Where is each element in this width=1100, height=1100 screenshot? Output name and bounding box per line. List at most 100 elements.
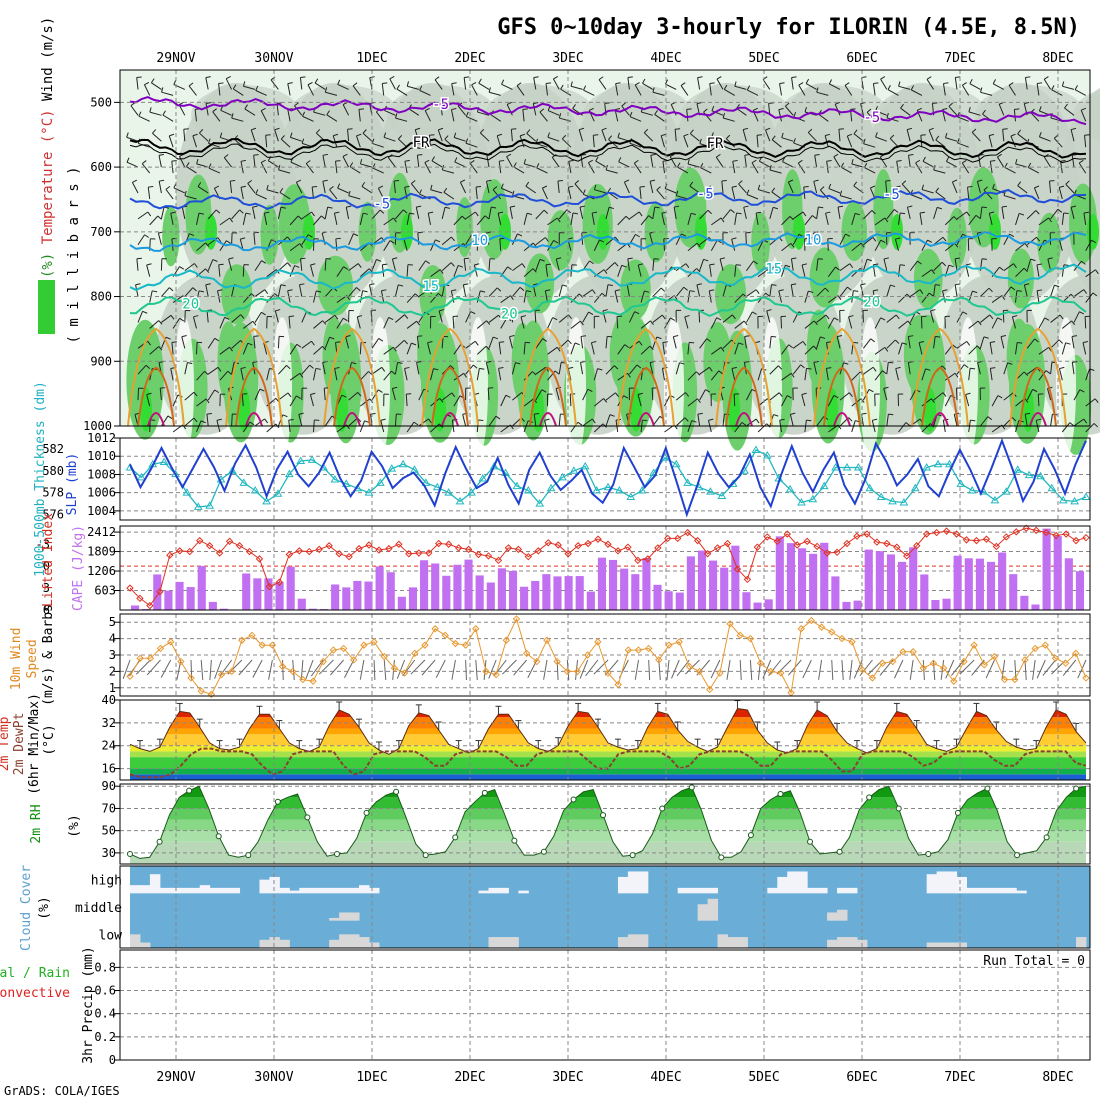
wind-barb: [614, 290, 619, 303]
rh2m-fill: [130, 786, 1086, 864]
wind-barb: [265, 135, 268, 148]
wind-barb-flag: [755, 418, 760, 424]
wind-barb: [463, 77, 467, 90]
temp-line: [129, 708, 1087, 755]
wind-barb: [711, 346, 722, 355]
wind-barb-flag: [746, 189, 750, 195]
wind-barb: [792, 234, 800, 246]
wind10m-barb: [802, 659, 812, 679]
wind10m-barb: [666, 659, 670, 680]
wind-barb: [1038, 217, 1049, 226]
wind-barb: [547, 136, 560, 142]
wind-barb: [337, 83, 349, 90]
wind-barb-flag: [1025, 412, 1031, 415]
lifted-point: [355, 544, 363, 553]
rh-clear-patch: [468, 317, 488, 458]
wind-barb-flag: [435, 239, 441, 243]
wind-barb-flag: [382, 263, 388, 266]
wind-barb-flag: [404, 159, 410, 162]
cloud-bar-high: [777, 876, 788, 894]
wind-barb: [130, 105, 139, 116]
cloud-bar-high: [159, 887, 171, 894]
cape-bar: [431, 563, 440, 610]
thickness-point: [228, 466, 237, 474]
wind-barb: [404, 161, 408, 174]
wind-barb-flag: [289, 132, 293, 138]
wind10m-barb: [252, 659, 263, 678]
wind-barb-flag: [931, 269, 935, 275]
wind-barb: [839, 263, 851, 272]
thickness-tick-label: 580: [42, 464, 64, 478]
wind-barb: [862, 259, 868, 271]
wind-barb: [288, 316, 291, 329]
wind-barb: [968, 368, 971, 381]
wind-barb: [705, 187, 712, 200]
wind-barb-flag: [638, 211, 643, 217]
wind-barb-flag: [286, 365, 291, 370]
wind-barb-flag: [1095, 269, 1099, 275]
wind-barb: [207, 237, 219, 246]
wind-barb: [641, 111, 653, 116]
wind-barb-flag: [872, 418, 878, 421]
wind-barb-flag: [853, 129, 858, 135]
wind-barb: [266, 269, 277, 278]
wind-barb-flag: [895, 339, 900, 344]
wind-barb: [744, 336, 747, 349]
wind-barb: [582, 289, 593, 297]
y-tick-label: 603: [94, 584, 116, 598]
wind-barb: [734, 293, 744, 303]
wind10m-barb: [909, 659, 914, 680]
wind-barb: [731, 187, 736, 200]
wind-barb: [700, 167, 712, 174]
y-tick-label: 4: [109, 632, 116, 646]
lifted-point: [365, 541, 373, 549]
cloud-bar-high: [139, 885, 151, 894]
wind10m-barb: [593, 659, 609, 675]
wind-barb-flag: [229, 346, 233, 352]
wind-barb: [944, 216, 955, 226]
wind-barb-flag: [309, 364, 314, 369]
lifted-point: [813, 542, 821, 551]
wind-barb-flag: [806, 419, 812, 422]
wind-barb-flag: [492, 336, 499, 340]
wind-barb: [184, 362, 188, 375]
wind10m-barb: [122, 659, 131, 679]
wind-barb-flag: [506, 317, 512, 322]
wind-barb: [406, 293, 416, 303]
wind-barb: [300, 258, 303, 271]
wind-barb: [219, 370, 229, 381]
rh-clear-patch: [958, 317, 978, 458]
cape-bar: [842, 601, 851, 610]
lifted-point: [883, 539, 891, 548]
wind-barb-flag: [193, 417, 198, 423]
ylabel-precip-conv: Convective: [0, 986, 70, 1001]
wind-barb: [1062, 85, 1075, 90]
cape-bar: [342, 587, 351, 610]
wind-barb-flag: [866, 108, 872, 113]
wind-barb: [310, 264, 314, 277]
wind-barb-flag: [921, 184, 924, 190]
wind-barb: [953, 414, 958, 427]
wind-barb: [547, 217, 558, 226]
wind-barb-flag: [731, 314, 736, 320]
wind-barb-flag: [765, 292, 770, 297]
ylabel-wind10m-2: Speed: [25, 639, 40, 678]
wind-barb-flag: [968, 106, 971, 113]
wind-barb: [184, 263, 195, 272]
wind-barb-flag: [392, 346, 397, 352]
wind-barb: [851, 163, 864, 168]
wind-barb: [205, 103, 209, 116]
wind-barb-flag: [587, 388, 593, 392]
wind-barb-flag: [614, 236, 619, 242]
bottom-date-axis: 29NOV 30NOV 1DEC 2DEC 3DEC 4DEC 5DEC 6DEC 7DEC 8D…: [156, 1070, 1073, 1085]
wind-barb-flag: [725, 134, 731, 140]
contour-label: 20: [501, 307, 518, 323]
cape-bar: [553, 576, 562, 610]
wind-barb: [722, 314, 733, 323]
lifted-point: [584, 539, 592, 548]
wind-barb-flag: [580, 335, 587, 337]
wind-barb-flag: [532, 268, 537, 273]
wind-barb-flag: [1044, 317, 1050, 321]
thickness-point: [1013, 465, 1023, 473]
wind-barb-flag: [648, 215, 653, 220]
